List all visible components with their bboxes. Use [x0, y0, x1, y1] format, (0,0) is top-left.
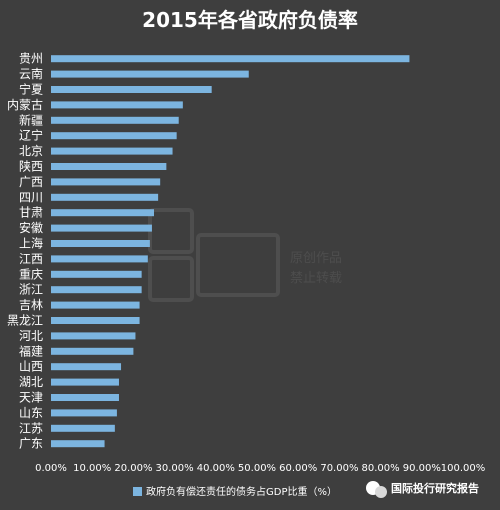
x-tick-label: 30.00%	[156, 463, 194, 474]
bar	[51, 317, 140, 324]
brand-name: 国际投行研究报告	[391, 481, 479, 495]
x-tick-label: 80.00%	[362, 463, 400, 474]
category-label: 浙江	[19, 283, 43, 297]
category-label: 吉林	[19, 298, 43, 312]
bar	[51, 86, 212, 93]
legend: 政府负有偿还责任的债务占GDP比重（%）	[133, 485, 337, 498]
bar	[51, 409, 117, 417]
bar	[51, 163, 167, 170]
bar	[51, 55, 410, 63]
category-label: 北京	[19, 144, 43, 158]
x-tick-label: 100.00%	[441, 463, 486, 474]
category-label: 安徽	[19, 220, 43, 235]
bar	[51, 424, 115, 432]
watermark-text-2: 禁止转载	[290, 271, 342, 286]
bar	[51, 70, 249, 78]
legend-swatch	[133, 487, 142, 496]
bar	[51, 147, 173, 155]
category-label: 江西	[19, 252, 43, 266]
bar	[51, 347, 134, 355]
bar	[51, 209, 154, 217]
watermark-text-1: 原创作品	[290, 251, 342, 266]
bar	[51, 193, 159, 201]
bar	[51, 224, 152, 232]
category-label: 江苏	[19, 421, 43, 435]
category-label: 贵州	[19, 52, 43, 66]
category-label: 广东	[19, 437, 43, 451]
bar	[51, 240, 150, 247]
category-label: 陕西	[19, 159, 43, 174]
bar	[51, 178, 161, 186]
category-label: 山西	[19, 360, 43, 374]
category-label: 辽宁	[19, 128, 43, 143]
x-tick-label: 60.00%	[279, 463, 317, 474]
x-tick-label: 20.00%	[114, 463, 152, 474]
category-label: 上海	[19, 236, 43, 251]
category-label: 新疆	[19, 112, 43, 127]
wechat-icon-overlap	[375, 486, 387, 498]
x-tick-label: 40.00%	[197, 463, 235, 474]
bar	[51, 332, 136, 340]
bar	[51, 301, 140, 309]
x-tick-label: 50.00%	[238, 463, 276, 474]
legend-label: 政府负有偿还责任的债务占GDP比重（%）	[146, 485, 337, 498]
bar	[51, 116, 179, 124]
category-label: 重庆	[19, 267, 43, 281]
category-label: 河北	[19, 329, 43, 343]
bar	[51, 378, 119, 386]
x-tick-label: 90.00%	[403, 463, 441, 474]
x-tick-label: 70.00%	[320, 463, 358, 474]
category-label: 福建	[19, 343, 43, 358]
category-label: 宁夏	[19, 82, 43, 97]
bar	[51, 440, 105, 448]
category-label: 四川	[19, 190, 43, 204]
bar	[51, 270, 142, 278]
category-label: 云南	[19, 66, 43, 81]
category-label: 内蒙古	[7, 97, 43, 112]
brand-badge: 国际投行研究报告	[366, 481, 479, 498]
category-label: 广西	[19, 175, 43, 189]
chart-title: 2015年各省政府负债率	[142, 8, 358, 32]
bar	[51, 255, 148, 263]
bar	[51, 101, 183, 109]
category-label: 山东	[19, 406, 43, 420]
x-tick-label: 10.00%	[73, 463, 111, 474]
category-label: 甘肃	[19, 206, 43, 220]
category-label: 天津	[19, 391, 43, 405]
bar	[51, 286, 142, 294]
watermark: 原创作品 禁止转载	[148, 208, 342, 302]
category-label: 湖北	[19, 374, 43, 389]
bar	[51, 132, 177, 140]
category-label: 黑龙江	[7, 314, 43, 328]
bar	[51, 363, 122, 371]
bar	[51, 394, 119, 401]
x-tick-label: 0.00%	[35, 463, 67, 474]
